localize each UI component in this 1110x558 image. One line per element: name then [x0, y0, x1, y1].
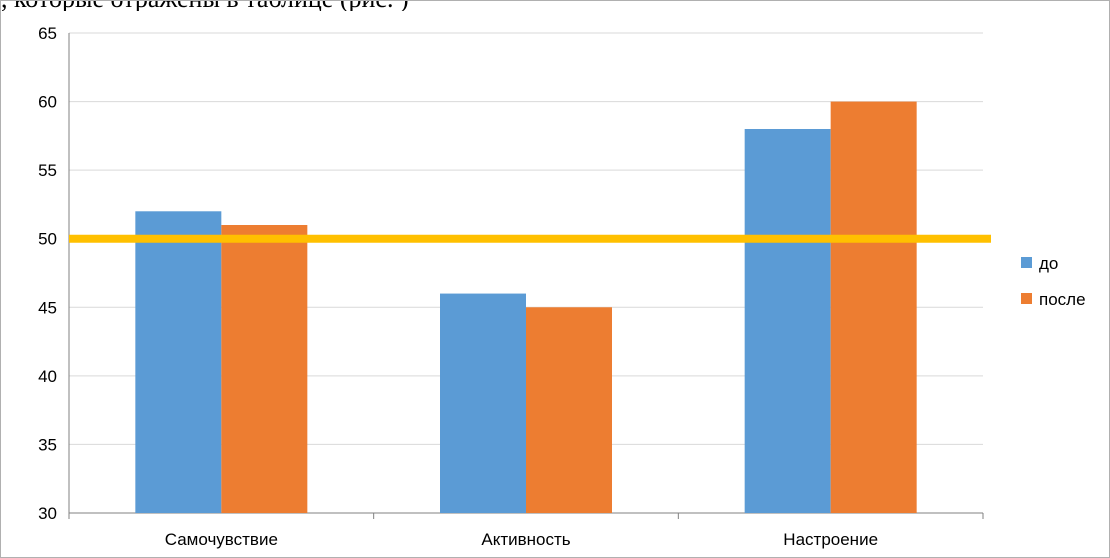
bar — [135, 211, 222, 514]
bar — [440, 293, 526, 513]
y-tick-label: 45 — [38, 298, 57, 317]
bar — [830, 101, 917, 514]
y-tick-label: 50 — [38, 230, 57, 249]
legend-label: до — [1039, 254, 1058, 273]
y-tick-label: 40 — [38, 367, 57, 386]
y-tick-label: 65 — [38, 24, 57, 43]
legend-swatch — [1021, 257, 1032, 268]
legend-swatch — [1021, 293, 1032, 304]
bar — [526, 307, 612, 513]
category-label: Настроение — [783, 530, 878, 549]
y-tick-label: 55 — [38, 161, 57, 180]
y-tick-label: 35 — [38, 435, 57, 454]
y-tick-label: 30 — [38, 504, 57, 523]
category-label: Самочувствие — [165, 530, 278, 549]
caption-fragment: , которые отражены в таблице (рис. ) — [1, 1, 1109, 11]
legend-label: после — [1039, 290, 1086, 309]
bar — [744, 129, 831, 513]
category-label: Активность — [481, 530, 570, 549]
bar — [221, 225, 308, 513]
y-tick-label: 60 — [38, 93, 57, 112]
